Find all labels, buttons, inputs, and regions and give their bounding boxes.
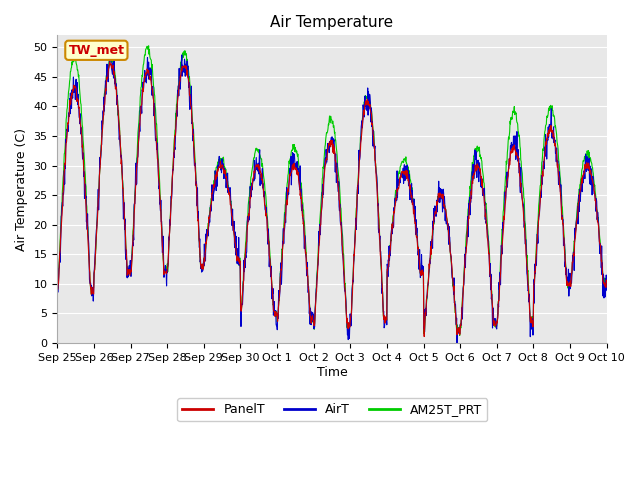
AirT <box>163 267 170 273</box>
AM25T_PRT <box>176 67 184 72</box>
AirT <box>490 318 497 324</box>
AM25T_PRT <box>145 43 152 48</box>
PanelT <box>538 174 546 180</box>
AirT <box>176 82 184 88</box>
AirT <box>237 306 245 312</box>
PanelT <box>54 285 61 290</box>
PanelT <box>603 279 611 285</box>
Line: AirT: AirT <box>58 55 607 343</box>
PanelT <box>106 59 113 65</box>
AirT <box>54 280 61 286</box>
AirT <box>538 181 546 187</box>
Y-axis label: Air Temperature (C): Air Temperature (C) <box>15 128 28 251</box>
PanelT <box>237 308 245 314</box>
PanelT <box>420 334 428 339</box>
AM25T_PRT <box>163 267 170 273</box>
PanelT <box>418 268 426 274</box>
AM25T_PRT <box>603 280 611 286</box>
Title: Air Temperature: Air Temperature <box>271 15 394 30</box>
AM25T_PRT <box>54 284 61 289</box>
PanelT <box>163 271 170 276</box>
AM25T_PRT <box>538 158 546 164</box>
Line: AM25T_PRT: AM25T_PRT <box>58 46 607 336</box>
AirT <box>453 340 461 346</box>
X-axis label: Time: Time <box>317 365 348 379</box>
AM25T_PRT <box>237 308 245 313</box>
AirT <box>418 252 426 257</box>
AM25T_PRT <box>490 320 497 325</box>
Line: PanelT: PanelT <box>58 62 607 336</box>
AirT <box>603 287 611 292</box>
AirT <box>178 52 186 58</box>
PanelT <box>490 323 497 328</box>
AM25T_PRT <box>456 333 463 338</box>
Legend: PanelT, AirT, AM25T_PRT: PanelT, AirT, AM25T_PRT <box>177 398 487 421</box>
AM25T_PRT <box>418 273 426 278</box>
PanelT <box>176 79 184 84</box>
Text: TW_met: TW_met <box>68 44 124 57</box>
